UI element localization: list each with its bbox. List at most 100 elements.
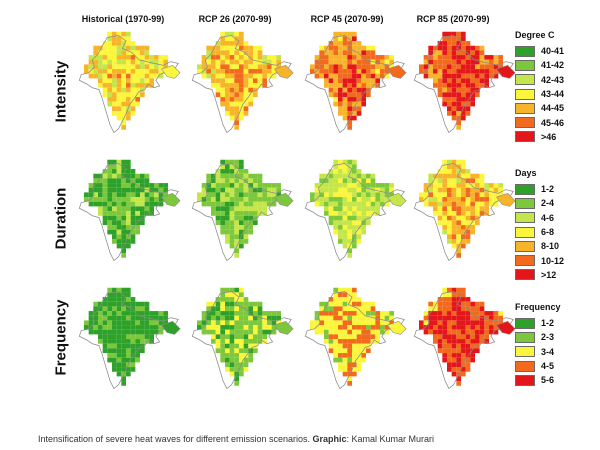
- map-cell: [470, 320, 475, 326]
- map-cell: [234, 348, 239, 354]
- map-cell: [347, 367, 352, 372]
- map-cell: [342, 329, 348, 335]
- map-cell: [102, 334, 108, 340]
- map-cell: [229, 292, 235, 298]
- map-cell: [442, 55, 447, 60]
- map-cell: [234, 211, 239, 216]
- map-cell: [248, 45, 253, 51]
- map-cell: [451, 64, 457, 70]
- map-cell: [229, 339, 235, 344]
- map-cell: [342, 78, 348, 84]
- map-cell: [447, 41, 452, 46]
- map-cell: [493, 69, 499, 74]
- map-cell: [352, 59, 357, 65]
- map-cell: [112, 239, 117, 244]
- map-cell: [149, 78, 154, 84]
- map-cell: [211, 192, 216, 198]
- map-cell: [116, 234, 122, 240]
- map-cell: [116, 50, 122, 56]
- map-cell: [126, 306, 131, 312]
- map-cell: [338, 183, 343, 188]
- map-cell: [93, 173, 98, 179]
- map-cell: [370, 320, 376, 326]
- map-cell: [225, 367, 230, 372]
- map-cell: [225, 362, 230, 368]
- map-cell: [98, 69, 103, 74]
- map-cell: [135, 192, 140, 198]
- map-cell: [484, 206, 489, 212]
- map-cell: [338, 83, 343, 88]
- map-cell: [433, 50, 438, 56]
- map-cell: [126, 159, 131, 165]
- map-cell: [98, 59, 103, 65]
- map-cell: [347, 59, 352, 65]
- map-cell: [144, 201, 150, 207]
- map-cell: [347, 376, 352, 382]
- map-cell: [225, 215, 230, 221]
- map-cell: [225, 178, 230, 184]
- map-cell: [243, 45, 249, 51]
- map-cell: [116, 334, 122, 340]
- map-cell: [370, 329, 376, 335]
- map-cell: [234, 164, 239, 170]
- map-cell: [328, 297, 334, 302]
- map-cell: [253, 178, 258, 184]
- map-cell: [356, 97, 362, 102]
- map-cell: [239, 211, 244, 216]
- map-cell: [126, 111, 131, 116]
- map-cell: [484, 320, 489, 326]
- map-cell: [229, 215, 235, 221]
- map-cell: [384, 192, 390, 198]
- map-cell: [442, 173, 447, 179]
- map-cell: [347, 253, 352, 258]
- map-cell: [333, 50, 338, 56]
- map-cell: [361, 173, 366, 179]
- map-cell: [126, 315, 131, 321]
- map-cell: [314, 325, 320, 330]
- map-cell: [338, 353, 343, 358]
- map-cell: [333, 97, 338, 102]
- row-label-duration: Duration: [52, 187, 70, 250]
- map-cell: [158, 320, 164, 326]
- map-cell: [352, 357, 357, 363]
- map-cell: [333, 192, 338, 198]
- map-cell: [319, 301, 324, 307]
- map-cell: [356, 301, 362, 307]
- map-cell: [93, 329, 98, 335]
- map-cell: [470, 348, 475, 354]
- map-cell: [257, 206, 263, 212]
- map-cell: [107, 220, 112, 226]
- map-cell: [475, 311, 480, 316]
- map-cell: [324, 320, 329, 326]
- map-cell: [107, 187, 112, 193]
- map-cell: [479, 329, 485, 335]
- map-cell: [257, 192, 263, 198]
- map-cell: [356, 73, 362, 79]
- legend-item: 44-45: [515, 101, 564, 115]
- map-cell: [370, 173, 376, 179]
- map-cell: [135, 325, 140, 330]
- map-cell: [206, 197, 211, 202]
- map-cell: [380, 315, 385, 321]
- map-cell: [130, 83, 136, 88]
- map-cell: [112, 301, 117, 307]
- map-cell: [130, 178, 136, 184]
- country-outline: [413, 35, 514, 134]
- map-cell: [211, 211, 216, 216]
- legend-label: 1-2: [541, 184, 555, 195]
- map-cell: [229, 353, 235, 358]
- map-cell: [130, 348, 136, 354]
- map-cell: [112, 164, 117, 170]
- map-cell: [229, 225, 235, 230]
- map-cell: [225, 41, 230, 46]
- map-cell: [470, 92, 475, 98]
- map-cell: [366, 197, 371, 202]
- map-cell: [447, 59, 452, 65]
- map-cell: [234, 31, 239, 37]
- map-cell: [112, 292, 117, 298]
- map-cell: [239, 192, 244, 198]
- map-cell: [442, 183, 447, 188]
- map-cell: [225, 59, 230, 65]
- map-cell: [239, 201, 244, 207]
- map-cell: [93, 187, 98, 193]
